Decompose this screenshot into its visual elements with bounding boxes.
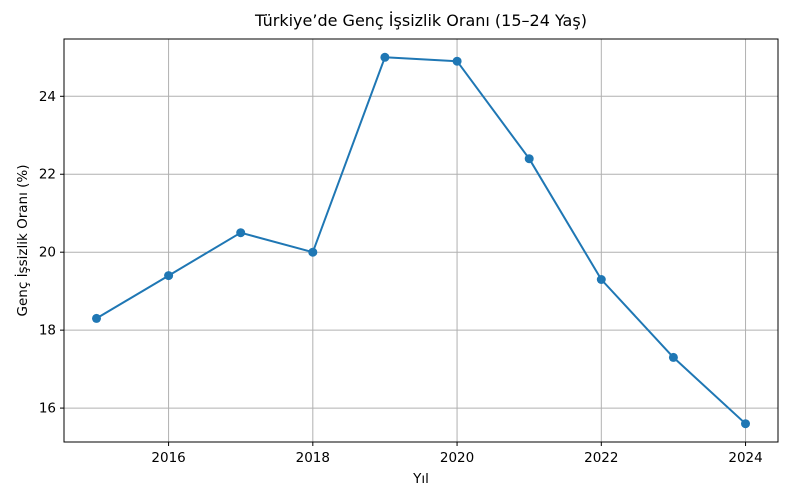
data-line: [95, 56, 747, 425]
chart-title: Türkiye’de Genç İşsizlik Oranı (15–24 Ya…: [255, 11, 587, 30]
x-tick-label: 2024: [728, 450, 762, 466]
data-point: [596, 275, 606, 284]
data-point: [164, 271, 174, 281]
plot-border: [63, 38, 779, 443]
data-point: [668, 352, 678, 362]
data-point: [308, 247, 318, 257]
y-tick-label: 24: [39, 89, 56, 105]
data-point: [524, 154, 534, 164]
x-tick-label: 2016: [151, 450, 185, 466]
data-point: [380, 52, 390, 62]
data-point: [452, 56, 462, 66]
data-point: [741, 419, 750, 429]
y-tick-label: 22: [39, 167, 56, 183]
y-tick-label: 20: [39, 245, 56, 261]
x-axis-label: Yıl: [412, 471, 429, 487]
x-tick-label: 2018: [296, 450, 330, 466]
tick-layer: [60, 95, 747, 446]
y-axis-label: Genç İşsizlik Oranı (%): [13, 165, 31, 317]
data-series-layer: [92, 52, 750, 429]
grid-layer: [64, 39, 778, 442]
y-tick-label: 16: [39, 401, 56, 417]
x-tick-label: 2022: [584, 450, 618, 466]
x-tick-label: 2020: [440, 450, 474, 466]
y-tick-label: 18: [39, 323, 56, 339]
data-point: [92, 313, 101, 323]
data-point: [236, 228, 246, 238]
